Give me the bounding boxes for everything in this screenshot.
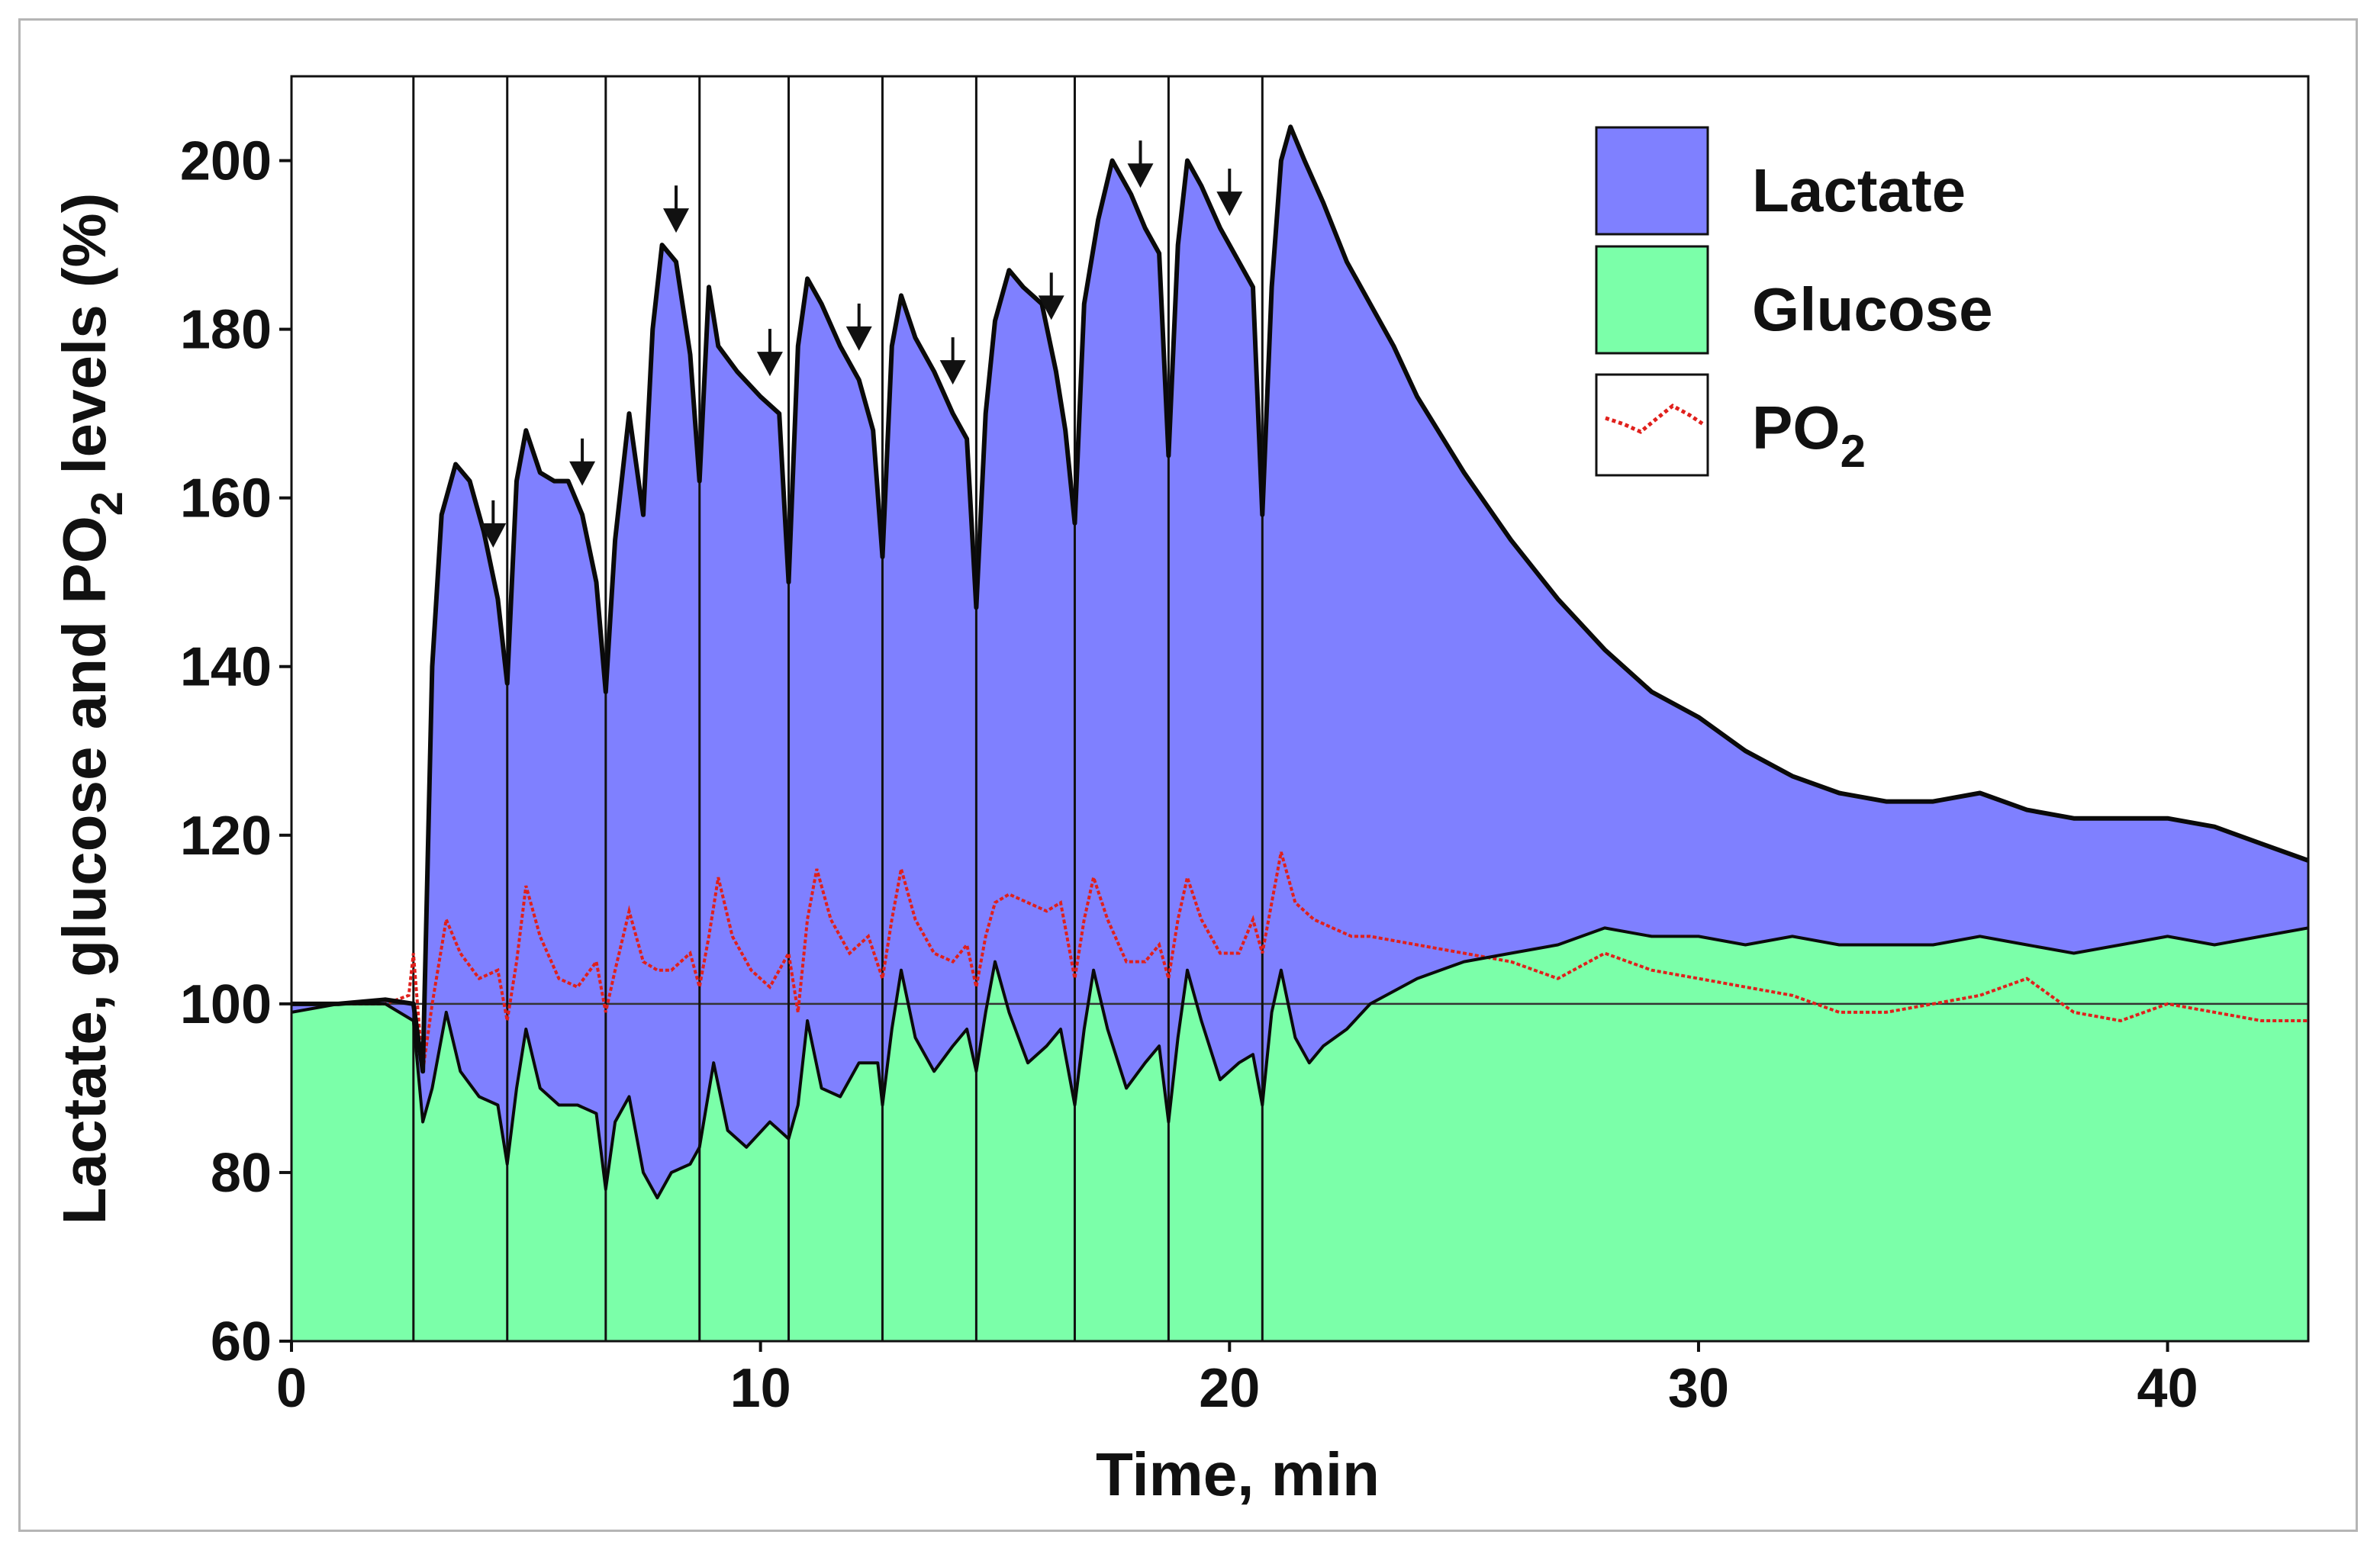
x-tick-label-0: 0 xyxy=(276,1358,307,1419)
arrow-marker-9 xyxy=(1216,169,1243,217)
y-tick-label-100: 100 xyxy=(180,974,272,1035)
arrow-marker-8 xyxy=(1127,140,1154,188)
plot-area xyxy=(290,75,2310,1343)
x-axis: 0 10 20 30 40 xyxy=(276,1341,2198,1419)
arrow-marker-2 xyxy=(569,438,596,486)
arrow-markers xyxy=(480,140,1243,548)
legend-label-glucose: Glucose xyxy=(1752,275,1993,343)
arrow-marker-7 xyxy=(1038,272,1064,320)
y-axis-label: Lactate, glucose and PO2 levels (%) xyxy=(50,193,132,1225)
legend: Lactate Glucose PO2 xyxy=(1595,126,1993,477)
arrow-marker-4 xyxy=(756,329,783,377)
legend-po2-dotted-line xyxy=(1605,404,1705,434)
arrow-marker-6 xyxy=(939,337,966,385)
legend-swatch-glucose xyxy=(1595,245,1709,355)
y-tick-label-120: 120 xyxy=(180,806,272,867)
y-tick-label-200: 200 xyxy=(180,131,272,192)
po2-line xyxy=(291,851,2308,1072)
vertical-marker-lines xyxy=(412,76,1264,1341)
glucose-line xyxy=(291,926,2308,1200)
y-tick-label-160: 160 xyxy=(180,468,272,529)
legend-label-lactate: Lactate xyxy=(1752,156,1966,224)
x-tick-label-10: 10 xyxy=(730,1358,791,1419)
arrow-marker-1 xyxy=(480,500,507,548)
y-tick-label-180: 180 xyxy=(180,300,272,361)
x-axis-label: Time, min xyxy=(1096,1440,1380,1508)
y-tick-label-80: 80 xyxy=(211,1143,272,1204)
x-tick-label-20: 20 xyxy=(1199,1358,1260,1419)
glucose-area xyxy=(291,928,2308,1341)
arrow-marker-5 xyxy=(845,303,872,351)
x-tick-label-40: 40 xyxy=(2137,1358,2198,1419)
y-tick-label-140: 140 xyxy=(180,637,272,698)
arrow-marker-3 xyxy=(663,185,690,233)
y-axis: 60 80 100 120 140 160 180 200 xyxy=(180,131,291,1372)
plot-border xyxy=(290,75,2310,1343)
x-tick-label-30: 30 xyxy=(1668,1358,1729,1419)
legend-swatch-po2 xyxy=(1595,373,1709,477)
y-tick-label-60: 60 xyxy=(211,1311,272,1372)
legend-swatch-lactate xyxy=(1595,126,1709,236)
lactate-line xyxy=(291,124,2308,1074)
legend-label-po2: PO2 xyxy=(1752,394,1866,477)
